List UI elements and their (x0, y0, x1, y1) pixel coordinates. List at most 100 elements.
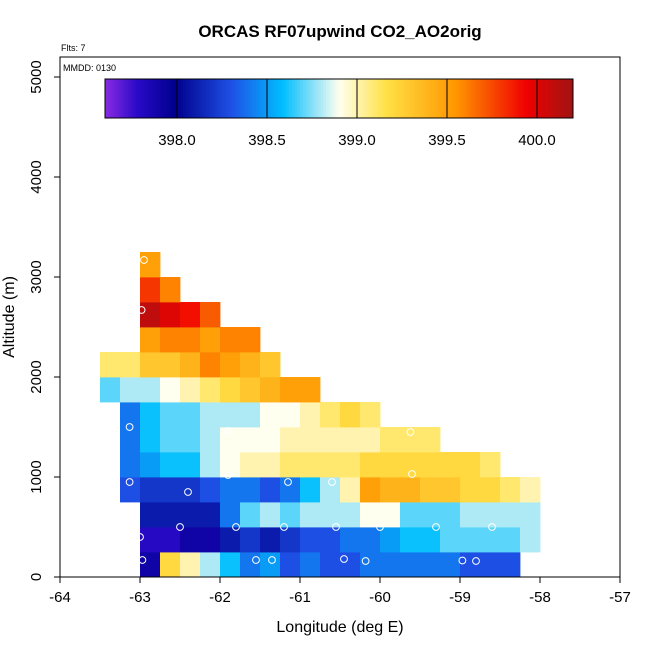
heatmap-cell (420, 452, 441, 478)
heatmap-cell (240, 427, 261, 453)
colorbar-segment (487, 79, 491, 118)
colorbar-segment (271, 79, 275, 118)
colorbar-segment (219, 79, 223, 118)
heatmap-cell (480, 502, 501, 528)
colorbar-segment (131, 79, 135, 118)
colorbar-segment (258, 79, 262, 118)
heatmap-cell (260, 352, 281, 378)
observation-point (140, 256, 148, 264)
colorbar-segment (232, 79, 236, 118)
colorbar-segment (458, 79, 462, 118)
heatmap-cell (420, 477, 441, 503)
heatmap-cell (280, 402, 301, 428)
heatmap-cell (240, 402, 261, 428)
heatmap-cell (200, 427, 221, 453)
observation-point (472, 557, 480, 565)
y-axis-label: Altitude (m) (1, 276, 18, 358)
colorbar-segment (318, 79, 322, 118)
colorbar-segment (518, 79, 522, 118)
heatmap-cell (160, 427, 181, 453)
heatmap-cell (120, 402, 141, 428)
heatmap-cell (340, 427, 361, 453)
observation-point (138, 556, 147, 564)
x-tick-label: -58 (529, 589, 551, 606)
heatmap-cell (360, 452, 381, 478)
colorbar-segment (261, 79, 265, 118)
colorbar-tick-label: 398.0 (158, 132, 196, 149)
heatmap-cell (200, 477, 221, 503)
heatmap-cell (480, 452, 501, 478)
colorbar-segment (554, 79, 558, 118)
colorbar-segment (396, 79, 400, 118)
observation-point (252, 556, 260, 564)
colorbar-segment (248, 79, 252, 118)
colorbar-segment (188, 79, 192, 118)
heatmap-cell (380, 502, 401, 528)
colorbar-segment (393, 79, 397, 118)
colorbar-segment (289, 79, 293, 118)
colorbar-tick-label: 400.0 (518, 132, 556, 149)
heatmap-cell (240, 377, 261, 403)
colorbar-segment (224, 79, 228, 118)
colorbar-segment (315, 79, 319, 118)
heatmap-cell (160, 277, 181, 303)
date-label: MMDD: 0130 (63, 63, 116, 73)
colorbar-segment (276, 79, 280, 118)
colorbar-segment (255, 79, 259, 118)
colorbar-segment (547, 79, 551, 118)
colorbar-segment (417, 79, 421, 118)
heatmap-cell (240, 352, 261, 378)
colorbar-segment (534, 79, 538, 118)
heatmap-cell (180, 452, 201, 478)
colorbar-segment (359, 79, 363, 118)
x-tick-label: -61 (289, 589, 311, 606)
heatmap-cell (520, 477, 541, 503)
colorbar-segment (313, 79, 317, 118)
colorbar-segment (497, 79, 501, 118)
heatmap-cell (360, 552, 381, 578)
x-tick-label: -64 (49, 589, 71, 606)
heatmap-cell (140, 427, 161, 453)
colorbar-segment (300, 79, 304, 118)
heatmap-cell (280, 502, 301, 528)
colorbar-segment (141, 79, 145, 118)
colorbar-segment (385, 79, 389, 118)
colorbar-segment (539, 79, 543, 118)
colorbar-segment (362, 79, 366, 118)
heatmap-cell (500, 502, 521, 528)
heatmap-cell (300, 502, 321, 528)
x-tick-label: -57 (609, 589, 631, 606)
colorbar-segment (450, 79, 454, 118)
heatmap-cell (420, 502, 441, 528)
heatmap-cell (120, 477, 141, 503)
heatmap-cell (500, 527, 521, 553)
colorbar-segment (336, 79, 340, 118)
colorbar-segment (344, 79, 348, 118)
colorbar-segment (541, 79, 545, 118)
heatmap-cell (200, 502, 221, 528)
x-tick-label: -59 (449, 589, 471, 606)
heatmap-cell (440, 477, 461, 503)
observation-point (232, 523, 240, 531)
colorbar-segment (281, 79, 285, 118)
heatmap-cell (320, 427, 341, 453)
colorbar-segment (235, 79, 239, 118)
heatmap-cell (480, 527, 501, 553)
observation-point (408, 470, 416, 478)
heatmap-cell (140, 552, 161, 578)
colorbar-segment (531, 79, 535, 118)
colorbar-segment (279, 79, 283, 118)
colorbar-segment (128, 79, 132, 118)
heatmap-cell (300, 477, 321, 503)
colorbar-segment (185, 79, 189, 118)
heatmap-cell (340, 452, 361, 478)
colorbar-segment (216, 79, 220, 118)
colorbar-segment (159, 79, 163, 118)
heatmap-cell (100, 352, 121, 378)
colorbar-segment (346, 79, 350, 118)
colorbar-segment (349, 79, 353, 118)
colorbar-segment (183, 79, 187, 118)
heatmap-cell (260, 552, 281, 578)
colorbar-segment (424, 79, 428, 118)
